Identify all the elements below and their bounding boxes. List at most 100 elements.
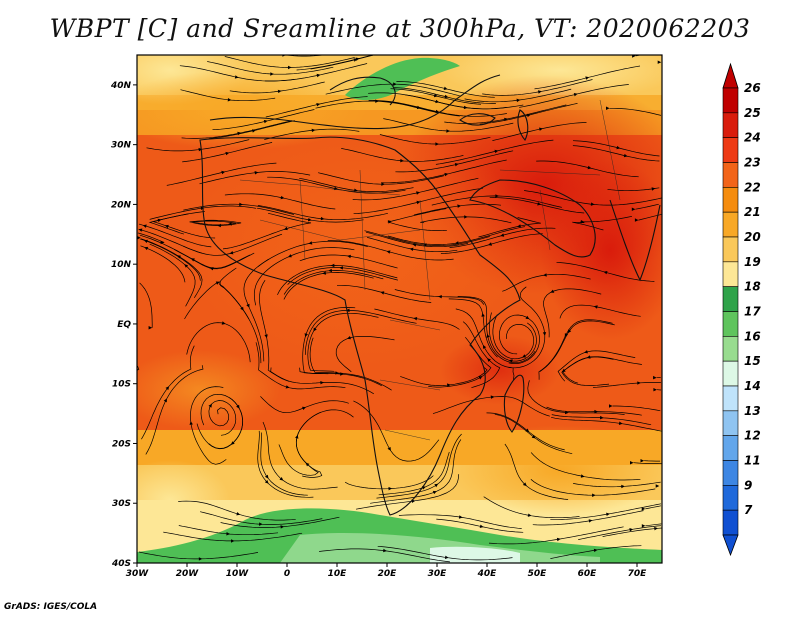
- lat-tick-label: 10S: [112, 380, 131, 390]
- streamline: [327, 240, 454, 261]
- streamline: [262, 421, 338, 490]
- streamline: [573, 481, 661, 488]
- lon-tick-label: 30W: [126, 569, 150, 579]
- streamline-arrow: [280, 195, 285, 200]
- streamline-arrow: [234, 75, 239, 79]
- streamline-arrow: [634, 218, 639, 222]
- streamline: [180, 89, 276, 102]
- colorbar-label: 15: [744, 354, 761, 368]
- streamline-arrow: [487, 358, 491, 362]
- streamline: [196, 397, 244, 450]
- streamline: [138, 228, 203, 254]
- plot-frame: [136, 54, 663, 564]
- streamline-arrow: [588, 519, 593, 523]
- streamline-arrow: [322, 271, 327, 275]
- lat-tick-label: 20N: [111, 200, 132, 210]
- streamline-arrow: [435, 109, 440, 114]
- streamline: [645, 523, 662, 527]
- colorbar-label: 24: [744, 131, 761, 145]
- streamline: [607, 187, 660, 192]
- streamline: [370, 439, 462, 504]
- streamline-arrow: [189, 421, 193, 425]
- lat-tick-label: 30N: [111, 141, 132, 151]
- lon-tick-label: 10W: [226, 569, 250, 579]
- streamline-arrow: [517, 224, 521, 228]
- streamline-arrow: [458, 515, 463, 519]
- streamline-arrow: [504, 117, 508, 122]
- streamline: [140, 245, 186, 283]
- streamline-arrow: [165, 386, 170, 391]
- colorbar-label: 11: [744, 454, 761, 468]
- streamline-arrow: [508, 359, 513, 363]
- streamline-arrow: [463, 105, 468, 110]
- streamline-arrow: [527, 513, 532, 517]
- longitude-axis: 30W 20W 10W 0 10E 20E 30E 40E 50E 60E 70E: [126, 563, 647, 579]
- streamline: [550, 503, 662, 521]
- streamline: [612, 405, 661, 412]
- streamline-arrow: [531, 434, 536, 439]
- colorbar-label: 16: [744, 329, 761, 343]
- streamline: [393, 87, 496, 104]
- streamline-arrow: [539, 127, 543, 131]
- streamline: [224, 193, 336, 210]
- streamline-arrow: [387, 446, 391, 451]
- streamline: [519, 84, 629, 108]
- colorbar-segment: [722, 410, 739, 436]
- colorbar-label: 25: [744, 106, 761, 120]
- streamline-arrow: [623, 153, 628, 158]
- streamline-arrow: [590, 202, 595, 206]
- streamline-arrow: [339, 266, 343, 270]
- colorbar-label: 7: [744, 503, 753, 517]
- streamline-arrow: [236, 512, 241, 516]
- streamline-arrow: [416, 105, 421, 110]
- lat-tick-label: EQ: [117, 320, 131, 330]
- streamline-arrow: [654, 526, 658, 531]
- streamline: [633, 462, 662, 464]
- streamline-arrow: [190, 258, 195, 262]
- streamline-arrow: [621, 484, 625, 489]
- streamline: [559, 304, 641, 319]
- streamline: [482, 79, 593, 96]
- streamline: [199, 171, 311, 185]
- streamline: [222, 212, 312, 250]
- colorbar-top-arrow: [722, 62, 739, 89]
- streamline-arrow: [226, 532, 231, 536]
- streamline-arrow: [488, 242, 492, 246]
- lat-tick-label: 20S: [112, 439, 131, 449]
- streamline-arrow: [538, 90, 542, 94]
- streamline-arrow: [264, 480, 269, 484]
- streamline: [645, 505, 662, 510]
- streamline-arrow: [478, 376, 483, 380]
- chart-title: WBPT [C] and Sreamline at 300hPa, VT: 20…: [49, 14, 751, 43]
- colorbar-segment: [722, 87, 739, 114]
- streamline-arrow: [288, 65, 292, 70]
- streamline-arrow: [231, 539, 235, 543]
- streamline-arrow: [446, 129, 450, 133]
- streamline: [146, 139, 250, 152]
- streamline: [457, 296, 536, 364]
- streamline-arrow: [412, 243, 417, 247]
- grads-credit: GrADS: IGES/COLA: [4, 602, 98, 612]
- streamline-arrow: [567, 329, 572, 334]
- streamline-arrow: [316, 73, 321, 78]
- colorbar-segment: [722, 485, 739, 511]
- streamline: [551, 416, 662, 432]
- streamline: [478, 217, 541, 238]
- temperature-field: [137, 55, 662, 563]
- streamline-arrow: [630, 461, 634, 465]
- lon-tick-label: 60E: [578, 569, 598, 579]
- streamline: [376, 433, 462, 499]
- streamline: [494, 413, 573, 455]
- streamline-arrow: [375, 99, 379, 103]
- colorbar-segment: [722, 261, 739, 287]
- streamline: [578, 525, 662, 540]
- streamline-arrow: [443, 86, 448, 90]
- streamline: [208, 120, 295, 139]
- streamline-arrow: [239, 202, 243, 207]
- streamline-arrow: [587, 165, 592, 170]
- streamline: [352, 177, 479, 201]
- streamline-arrow: [388, 486, 393, 491]
- streamline-arrow: [230, 441, 235, 445]
- streamline-arrow: [564, 333, 568, 338]
- colorbar-label: 23: [744, 156, 761, 170]
